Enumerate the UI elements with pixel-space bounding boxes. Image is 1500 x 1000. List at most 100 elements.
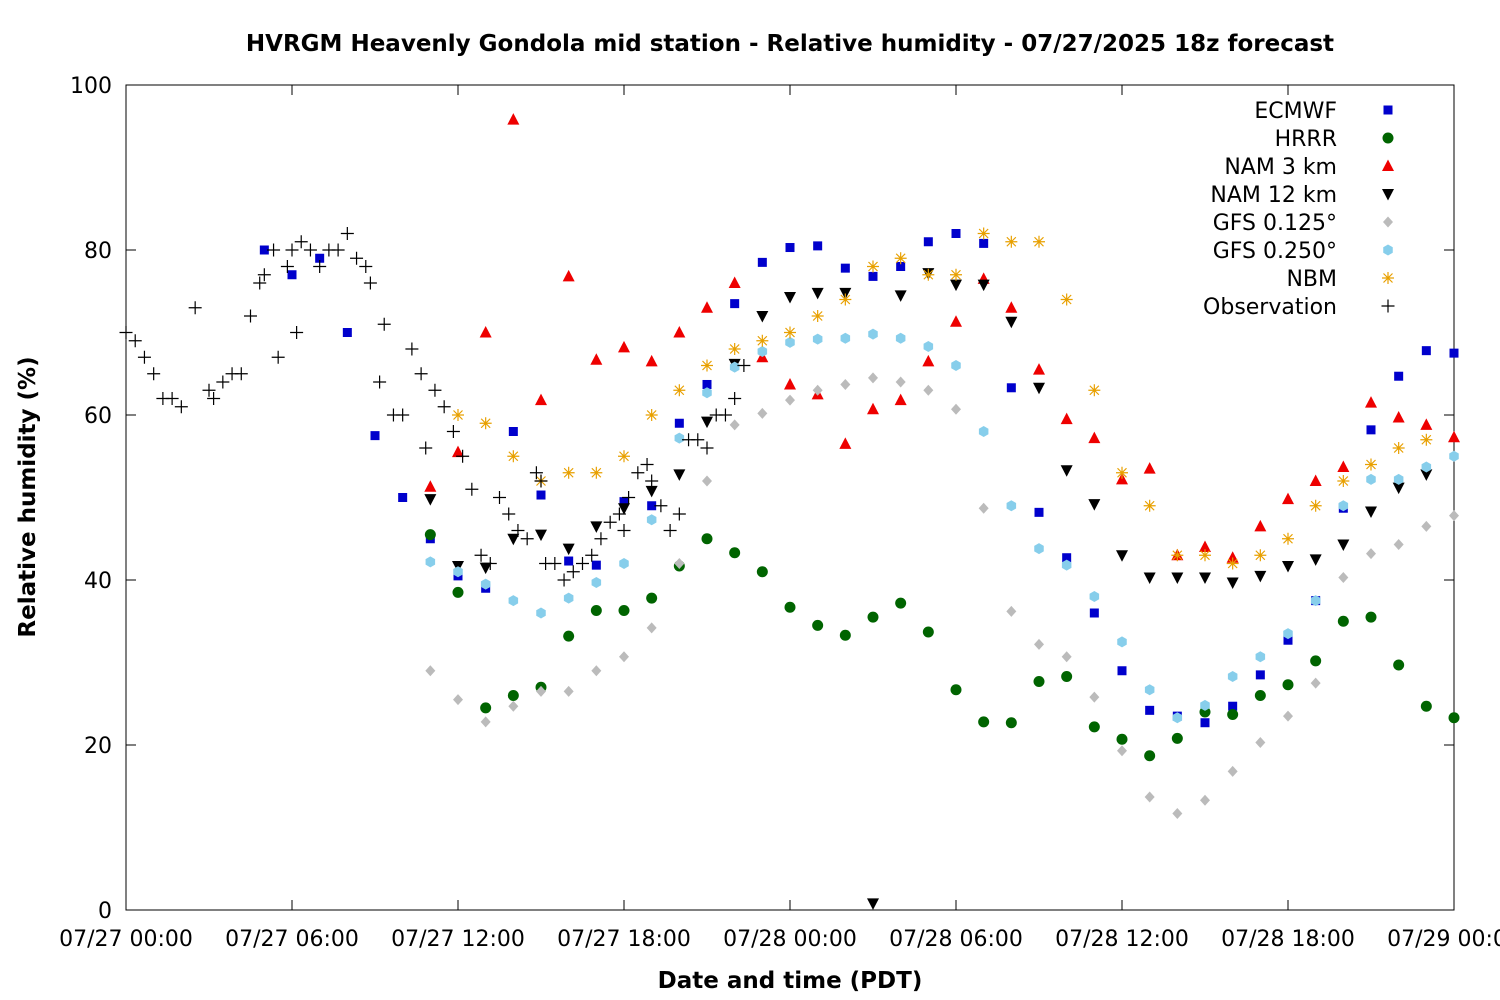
point-nbm [839,293,852,306]
legend-label: HRRR [1275,127,1337,152]
point-nam-12-km [1282,560,1294,573]
point-gfs-0-250 [480,578,491,590]
point-ecmwf [896,262,906,271]
point-gfs-0-250 [674,432,685,444]
point-gfs-0-125 [1061,651,1072,663]
point-observation [737,359,751,372]
series-gfs-0-250 [425,328,1459,724]
point-gfs-0-125 [1338,572,1349,584]
point-nam-12-km [424,494,437,506]
point-observation [267,243,281,257]
point-hrrr [729,547,741,559]
point-gfs-0-250 [702,387,712,399]
point-observation [174,400,188,414]
point-observation [700,441,714,455]
point-nbm [479,417,492,430]
point-nam-12-km [590,521,603,533]
point-ecmwf [1145,705,1155,715]
point-nam-3-km [1005,301,1018,313]
point-hrrr [452,586,464,598]
point-nam-3-km [1254,519,1267,532]
legend-item-gfs-0-125: GFS 0.125° [1213,211,1393,236]
point-observation [534,474,548,488]
point-ecmwf [1421,346,1431,356]
point-observation [147,367,161,381]
point-ecmwf [951,229,961,238]
point-gfs-0-250 [508,595,519,607]
point-observation [566,565,580,579]
y-axis-label: Relative humidity (%) [15,356,41,637]
point-gfs-0-250 [895,332,906,344]
point-nbm [701,359,713,372]
point-observation [456,449,470,463]
point-gfs-0-125 [1172,807,1183,819]
point-gfs-0-125 [1117,745,1127,757]
point-nbm [922,268,935,281]
point-nam-12-km [1005,316,1018,329]
point-nbm [784,326,796,339]
point-nbm [562,466,575,479]
point-hrrr [1393,659,1405,671]
point-observation [253,276,267,290]
point-nam-12-km [618,503,630,515]
point-nam-12-km [1171,572,1184,585]
point-gfs-0-125 [1200,794,1210,806]
legend-marker-gfs-0-125 [1383,216,1393,228]
point-gfs-0-125 [1421,520,1432,532]
legend-label: GFS 0.250° [1213,239,1337,264]
point-observation [691,433,705,447]
legend-marker-gfs-0-250 [1383,244,1393,256]
point-ecmwf [1034,507,1044,517]
point-nam-12-km [894,290,907,302]
point-nbm [1254,549,1267,562]
point-observation [313,260,327,273]
legend: ECMWF HRRR NAM 3 km NAM 12 km GFS 0.125° GFS … [1203,99,1395,320]
point-ecmwf [702,379,712,389]
point-observation [672,507,686,521]
point-ecmwf [1366,425,1376,435]
series-nam-12-km [424,268,1433,910]
point-nam-3-km [479,326,492,338]
point-nam-12-km [1226,577,1239,589]
legend-marker-ecmwf [1383,105,1393,115]
point-nbm [507,450,520,463]
point-gfs-0-125 [1144,791,1155,803]
point-gfs-0-125 [1283,710,1293,722]
point-observation [474,548,488,562]
point-nam-3-km [867,402,879,415]
legend-item-gfs-0-250: GFS 0.250° [1213,239,1393,264]
point-ecmwf [259,245,269,255]
y-tick-label: 0 [98,899,112,924]
point-observation [128,334,142,348]
axis-tick-labels: 07/27 00:00 07/27 06:00 07/27 12:00 07/27 1… [59,74,1500,952]
point-gfs-0-250 [951,360,961,371]
point-observation [377,317,391,331]
series-hrrr [424,529,1460,762]
point-observation [520,532,534,546]
point-nam-3-km [452,445,464,458]
point-nam-12-km [535,529,547,542]
point-nbm [1309,499,1322,512]
point-nam-12-km [1088,499,1101,511]
point-nbm [1420,433,1433,446]
point-gfs-0-125 [702,475,712,487]
point-gfs-0-250 [536,607,546,619]
point-hrrr [784,601,796,613]
series-nbm [452,227,1433,570]
point-nbm [950,268,962,281]
point-nam-3-km [1365,396,1377,408]
point-nbm [645,409,658,421]
point-gfs-0-250 [1283,628,1293,640]
point-gfs-0-125 [508,700,519,712]
point-observation [285,243,299,257]
point-ecmwf [785,243,795,253]
point-hrrr [618,605,630,617]
point-ecmwf [1228,701,1238,711]
point-observation [405,342,419,356]
point-ecmwf [757,257,767,267]
point-observation [271,350,285,364]
point-hrrr [950,684,962,696]
series-observation [119,227,751,587]
